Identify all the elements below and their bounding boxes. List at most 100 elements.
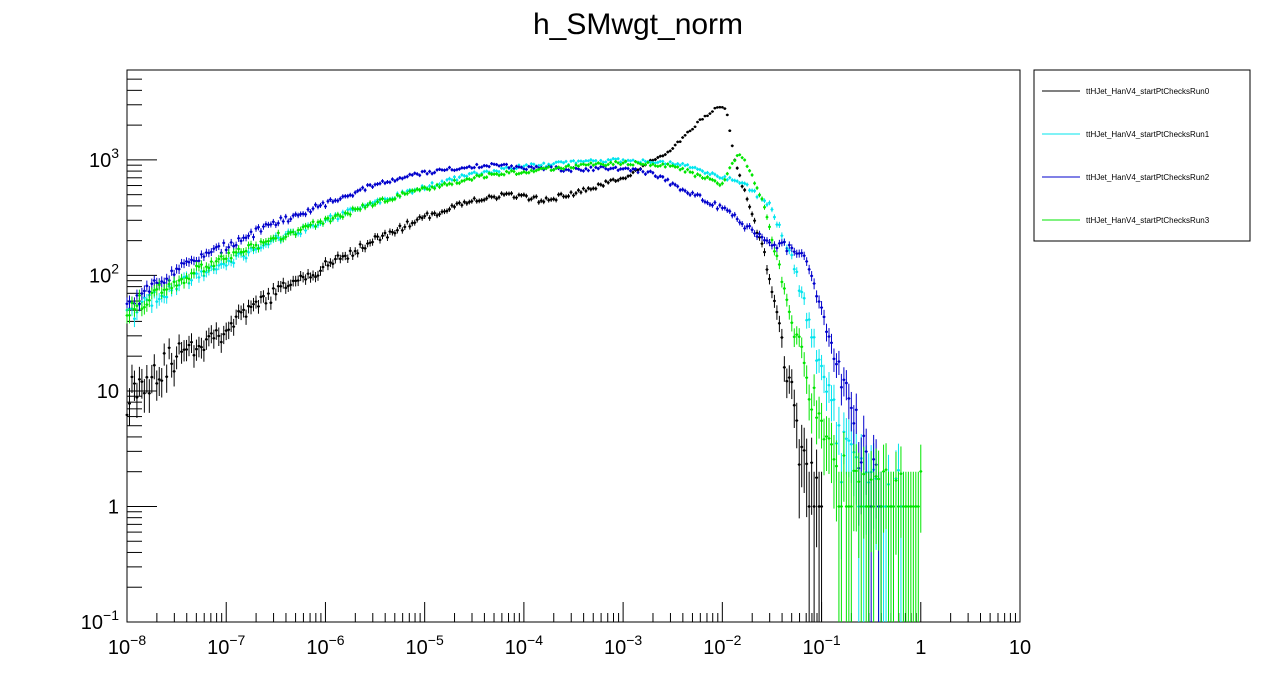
data-point bbox=[343, 211, 347, 215]
data-point bbox=[500, 192, 503, 195]
data-point bbox=[445, 209, 449, 213]
data-point bbox=[537, 201, 541, 204]
data-point bbox=[237, 247, 240, 251]
data-point bbox=[713, 106, 717, 110]
data-point bbox=[668, 164, 672, 168]
data-point bbox=[316, 205, 320, 209]
data-point bbox=[408, 225, 412, 228]
data-point bbox=[735, 154, 739, 157]
data-point bbox=[639, 167, 642, 171]
data-point bbox=[200, 263, 203, 266]
data-point bbox=[750, 212, 754, 216]
data-point bbox=[522, 170, 526, 174]
data-point bbox=[735, 217, 739, 221]
data-point bbox=[577, 167, 580, 171]
data-point bbox=[177, 279, 181, 282]
data-point bbox=[311, 220, 315, 223]
data-point bbox=[639, 162, 642, 166]
data-point bbox=[145, 303, 149, 306]
data-point bbox=[877, 477, 880, 481]
x-tick-label: 10−6 bbox=[306, 632, 344, 659]
data-point bbox=[688, 193, 692, 197]
data-point bbox=[549, 168, 553, 172]
data-point bbox=[264, 222, 268, 226]
data-point bbox=[589, 158, 593, 162]
data-point bbox=[850, 505, 853, 508]
data-point bbox=[299, 232, 302, 236]
data-point bbox=[755, 186, 759, 190]
data-point bbox=[740, 185, 744, 188]
data-point bbox=[733, 179, 737, 182]
data-point bbox=[257, 305, 260, 308]
data-point bbox=[626, 174, 630, 178]
data-point bbox=[706, 201, 709, 204]
data-point bbox=[626, 158, 630, 162]
data-point bbox=[649, 164, 652, 167]
data-point bbox=[351, 194, 355, 198]
data-point bbox=[334, 257, 337, 261]
x-tick-label: 10−8 bbox=[108, 632, 146, 659]
data-point bbox=[599, 162, 603, 166]
data-point bbox=[497, 173, 501, 177]
data-point bbox=[584, 167, 588, 171]
data-point bbox=[609, 167, 613, 170]
data-point bbox=[140, 300, 144, 304]
data-point bbox=[554, 160, 558, 164]
data-point bbox=[629, 163, 632, 166]
legend-label: ttHJet_HanV4_startPtChecksRun2 bbox=[1086, 173, 1210, 182]
data-point bbox=[792, 335, 796, 339]
data-point bbox=[341, 215, 345, 219]
data-point bbox=[324, 260, 327, 263]
data-point bbox=[148, 391, 151, 395]
data-point bbox=[195, 259, 198, 263]
data-point bbox=[661, 162, 665, 166]
data-point bbox=[410, 191, 414, 195]
data-point bbox=[773, 215, 776, 219]
data-point bbox=[711, 203, 714, 207]
data-point bbox=[542, 166, 546, 170]
data-point bbox=[262, 294, 265, 298]
data-point bbox=[435, 214, 439, 217]
data-point bbox=[222, 262, 226, 266]
data-point bbox=[480, 199, 484, 202]
data-point bbox=[458, 175, 461, 179]
data-point bbox=[259, 240, 263, 243]
data-point bbox=[440, 183, 444, 187]
data-point bbox=[202, 270, 206, 273]
data-point bbox=[455, 178, 459, 182]
data-point bbox=[770, 208, 774, 211]
data-point bbox=[423, 214, 426, 218]
data-point bbox=[269, 223, 273, 226]
data-point bbox=[195, 272, 198, 275]
data-point bbox=[319, 269, 322, 273]
data-point bbox=[368, 201, 372, 204]
data-point bbox=[730, 214, 734, 217]
data-point bbox=[378, 201, 382, 204]
data-point bbox=[797, 252, 801, 255]
data-point bbox=[309, 223, 312, 226]
data-point bbox=[510, 167, 513, 171]
data-point bbox=[381, 234, 384, 238]
data-point bbox=[348, 213, 352, 216]
data-point bbox=[500, 172, 503, 176]
data-point bbox=[465, 166, 469, 169]
data-point bbox=[773, 299, 776, 303]
data-point bbox=[517, 163, 521, 167]
data-point bbox=[485, 175, 488, 179]
data-point bbox=[520, 171, 523, 175]
data-point bbox=[505, 165, 508, 169]
data-point bbox=[592, 163, 595, 167]
data-point bbox=[301, 275, 305, 279]
data-point bbox=[743, 227, 746, 230]
data-point bbox=[157, 283, 161, 287]
data-point bbox=[180, 277, 183, 281]
data-point bbox=[661, 160, 665, 163]
data-point bbox=[641, 163, 645, 166]
data-point bbox=[730, 144, 734, 148]
data-point bbox=[502, 167, 506, 170]
data-point bbox=[485, 169, 488, 173]
data-point bbox=[472, 166, 476, 169]
data-point bbox=[438, 167, 441, 171]
data-point bbox=[663, 162, 667, 166]
data-point bbox=[339, 214, 342, 218]
